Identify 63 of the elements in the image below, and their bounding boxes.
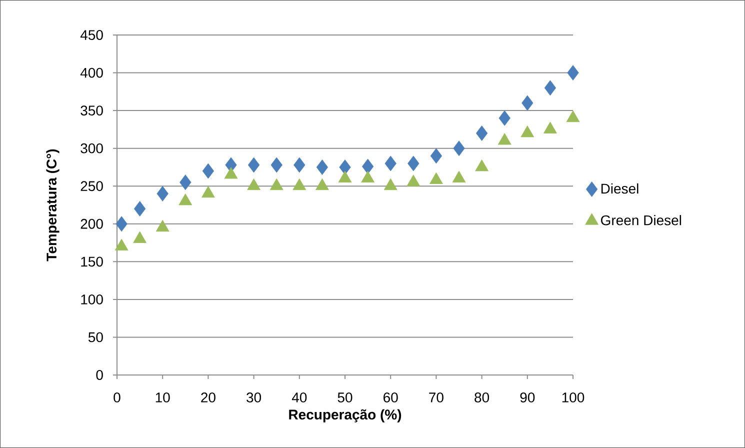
point	[498, 110, 510, 126]
legend-label: Green Diesel	[601, 214, 682, 226]
point	[544, 80, 556, 96]
point	[498, 133, 512, 145]
y-tick-label: 50	[88, 332, 103, 342]
point	[316, 178, 329, 190]
point	[520, 126, 534, 138]
x-tick-label: 70	[429, 392, 444, 402]
x-tick-label: 90	[520, 392, 535, 402]
x-tick-label: 100	[562, 392, 584, 402]
point	[316, 160, 328, 175]
x-tick-label: 20	[201, 392, 216, 402]
y-tick-label: 150	[81, 256, 103, 267]
point	[362, 158, 374, 174]
y-axis-title: Temperatura (C°)	[46, 149, 60, 262]
y-tick-label: 400	[80, 68, 103, 78]
x-tick-label: 10	[156, 392, 170, 402]
y-tick-label: 0	[96, 370, 103, 380]
x-axis-title: Recuperação (%)	[289, 409, 402, 422]
point	[248, 157, 260, 173]
y-tick-label: 300	[80, 143, 103, 154]
point	[156, 220, 170, 232]
x-tick-label: 60	[384, 392, 398, 402]
point	[247, 178, 260, 190]
x-tick-label: 80	[474, 392, 490, 402]
y-tick-label: 350	[80, 106, 103, 116]
point	[114, 238, 128, 251]
point	[476, 126, 488, 141]
point	[475, 160, 488, 172]
point	[292, 178, 306, 190]
x-tick-label: 40	[292, 392, 307, 402]
point	[430, 148, 442, 164]
point	[522, 95, 534, 111]
point	[156, 186, 168, 202]
point	[270, 178, 284, 190]
y-tick-label: 200	[80, 218, 103, 229]
x-tick-label: 50	[338, 392, 352, 402]
point	[133, 231, 146, 243]
point	[406, 174, 420, 186]
point	[452, 170, 466, 183]
point	[178, 194, 192, 206]
point	[294, 157, 306, 173]
point	[338, 170, 352, 183]
x-tick-label: 0	[114, 392, 120, 402]
point	[567, 65, 579, 80]
point	[339, 160, 351, 175]
point	[180, 174, 192, 190]
point	[430, 172, 443, 184]
point	[453, 140, 465, 156]
x-tick-label: 30	[246, 392, 262, 402]
point	[384, 156, 396, 172]
y-tick-label: 450	[80, 30, 103, 40]
y-tick-label: 250	[80, 181, 103, 192]
point	[384, 178, 398, 190]
y-tick-label: 100	[81, 294, 103, 304]
legend-label: Diesel	[601, 183, 638, 194]
point	[202, 186, 215, 198]
point	[134, 201, 146, 216]
point	[270, 157, 282, 173]
point	[408, 156, 420, 172]
point	[202, 163, 214, 179]
point	[224, 167, 238, 179]
point	[361, 170, 374, 183]
